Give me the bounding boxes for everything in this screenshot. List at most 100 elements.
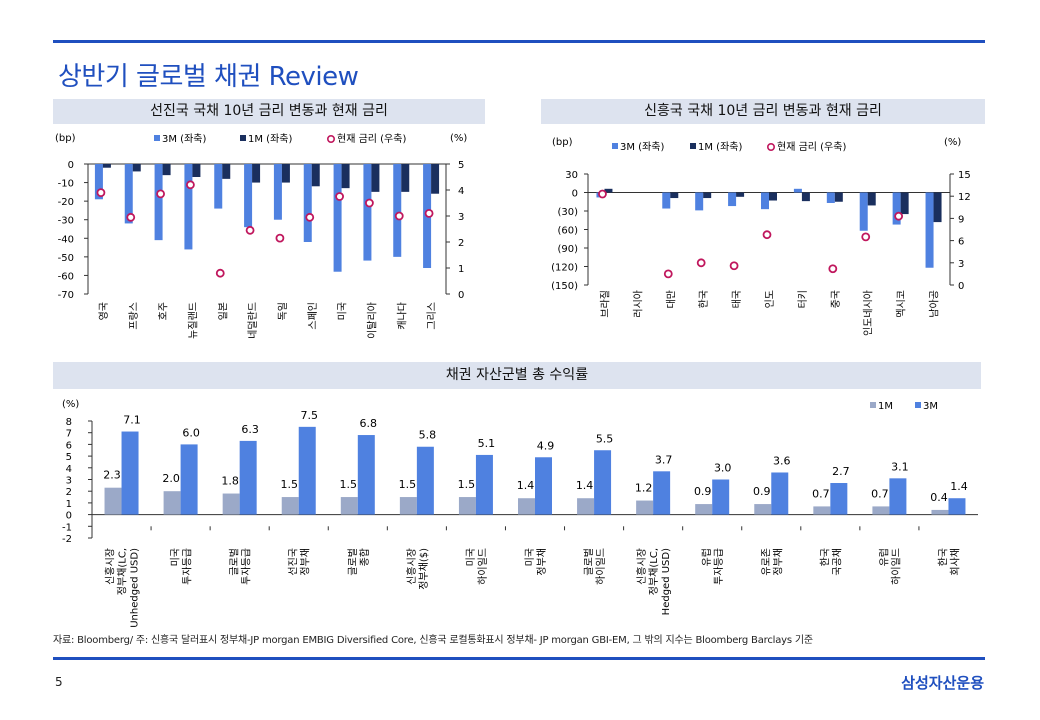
c3-ylabel: (%) bbox=[62, 399, 79, 410]
c2-bar-1m bbox=[736, 192, 745, 197]
c3-label-3m: 5.5 bbox=[596, 432, 614, 445]
c3-bar-3m bbox=[594, 450, 612, 515]
c2-rate-point bbox=[598, 189, 607, 199]
c2-ylabel-right: (%) bbox=[944, 137, 961, 148]
c3-category-label: 정부채 bbox=[536, 548, 548, 576]
c3-bar-3m bbox=[830, 483, 848, 515]
chart2-title: 신흥국 국채 10년 금리 변동과 현재 금리 bbox=[541, 99, 985, 124]
c3-label-1m: 1.5 bbox=[458, 478, 476, 491]
c2-bar-1m bbox=[801, 192, 810, 202]
c1-ytick-label: 0 bbox=[68, 160, 74, 171]
c1-bar-3m bbox=[94, 164, 103, 200]
c2-category-label: 러시아 bbox=[632, 290, 644, 318]
c3-bar-3m bbox=[239, 440, 257, 515]
c1-legend-1m: 1M (좌축) bbox=[248, 133, 292, 145]
c3-label-1m: 1.2 bbox=[635, 482, 653, 495]
c3-category-label: 회사채 bbox=[949, 548, 961, 576]
c2-ylabel-left: (bp) bbox=[552, 137, 573, 148]
c2-ytick-label: (90) bbox=[557, 244, 578, 255]
c1-category-label: 미국 bbox=[337, 302, 349, 320]
c1-category-label: 스페인 bbox=[307, 302, 319, 330]
page-title: 상반기 글로벌 채권 Review bbox=[58, 62, 359, 92]
c3-label-3m: 3.6 bbox=[773, 454, 791, 467]
c3-ytick-label: 6 bbox=[66, 440, 72, 451]
c1-bar-3m bbox=[214, 164, 223, 209]
c1-category-label: 영국 bbox=[98, 302, 110, 320]
c3-bar-1m bbox=[281, 497, 299, 515]
bottom-rule bbox=[53, 657, 985, 660]
c3-bar-3m bbox=[416, 446, 434, 515]
c2-bar-3m bbox=[728, 192, 737, 207]
c3-label-3m: 7.1 bbox=[123, 414, 141, 427]
c2-bar-3m bbox=[859, 192, 868, 231]
c3-label-3m: 2.7 bbox=[832, 465, 850, 478]
c2-bar-1m bbox=[834, 192, 843, 202]
c2-bar-1m bbox=[900, 192, 909, 215]
c2-bar-1m bbox=[933, 192, 942, 223]
c2-y2tick-label: 6 bbox=[958, 237, 964, 248]
c3-label-3m: 6.3 bbox=[241, 423, 259, 436]
c1-bar-1m bbox=[162, 164, 171, 176]
c3-category-label: 투자등급 bbox=[713, 548, 725, 585]
c3-label-3m: 3.0 bbox=[714, 462, 732, 475]
c3-category-label: 정부채(LC, bbox=[117, 548, 129, 595]
c3-label-3m: 3.1 bbox=[891, 460, 909, 473]
c3-label-1m: 0.7 bbox=[871, 487, 889, 500]
c3-label-1m: 0.4 bbox=[930, 491, 948, 504]
c3-label-1m: 0.9 bbox=[753, 485, 771, 498]
c3-bar-3m bbox=[889, 478, 907, 515]
c3-bar-3m bbox=[771, 472, 789, 515]
c3-ytick-label: 5 bbox=[66, 452, 72, 463]
c1-y2tick-label: 5 bbox=[458, 160, 464, 171]
c1-rate-point bbox=[394, 211, 404, 221]
c1-legend-rate-marker bbox=[326, 135, 335, 144]
c3-label-1m: 1.4 bbox=[517, 479, 535, 492]
c1-bar-1m bbox=[371, 164, 380, 192]
c2-y2tick-label: 12 bbox=[958, 192, 971, 203]
c3-category-label: 유럽 bbox=[701, 548, 713, 566]
c2-category-label: 태국 bbox=[731, 290, 743, 308]
c3-label-1m: 1.8 bbox=[221, 475, 239, 488]
c1-ylabel-right: (%) bbox=[450, 133, 467, 144]
c1-bar-3m bbox=[363, 164, 372, 261]
c1-y2tick-label: 4 bbox=[458, 186, 464, 197]
c3-ytick-label: 0 bbox=[66, 511, 72, 522]
c1-rate-point bbox=[186, 180, 195, 190]
c3-category-label: 정부채 bbox=[300, 548, 312, 576]
c3-category-label: 선진국 bbox=[288, 548, 300, 576]
c2-category-label: 터키 bbox=[797, 290, 809, 308]
c1-bar-1m bbox=[102, 164, 111, 168]
c1-bar-1m bbox=[311, 164, 320, 187]
c1-bar-1m bbox=[192, 164, 201, 177]
c1-rate-point bbox=[96, 188, 106, 198]
c1-rate-point bbox=[335, 192, 344, 201]
c3-label-3m: 6.8 bbox=[360, 417, 378, 430]
c3-category-label: 투자등급 bbox=[182, 548, 194, 585]
c2-legend-rate-marker bbox=[766, 143, 775, 152]
c3-bar-1m bbox=[340, 497, 358, 515]
c2-bar-1m bbox=[670, 192, 679, 199]
chart3-title: 채권 자산군별 총 수익률 bbox=[53, 362, 981, 389]
c3-legend-3m-swatch bbox=[915, 402, 921, 408]
c3-label-3m: 5.1 bbox=[478, 437, 496, 450]
c3-category-label: 하이일드 bbox=[594, 548, 607, 585]
c2-bar-1m bbox=[703, 192, 712, 199]
c1-category-label: 네덜란드 bbox=[247, 302, 259, 339]
c1-bar-1m bbox=[341, 164, 350, 189]
c3-category-label: 미국 bbox=[524, 548, 536, 566]
c1-legend-rate: 현재 금리 (우축) bbox=[337, 133, 406, 145]
c3-label-1m: 0.7 bbox=[812, 487, 830, 500]
c2-legend-rate: 현재 금리 (우축) bbox=[777, 141, 846, 153]
c2-bar-1m bbox=[769, 192, 777, 201]
c2-category-label: 브라질 bbox=[599, 290, 611, 318]
c3-label-3m: 7.5 bbox=[300, 409, 318, 422]
c1-ytick-label: -60 bbox=[58, 271, 74, 282]
c3-label-1m: 2.0 bbox=[162, 472, 180, 485]
c1-ytick-label: -30 bbox=[58, 216, 74, 227]
c3-label-1m: 1.5 bbox=[280, 478, 298, 491]
c3-bar-1m bbox=[518, 498, 535, 515]
c1-category-label: 이탈리아 bbox=[365, 302, 378, 339]
c3-bar-3m bbox=[653, 471, 671, 515]
c1-category-label: 캐나다 bbox=[396, 302, 408, 330]
